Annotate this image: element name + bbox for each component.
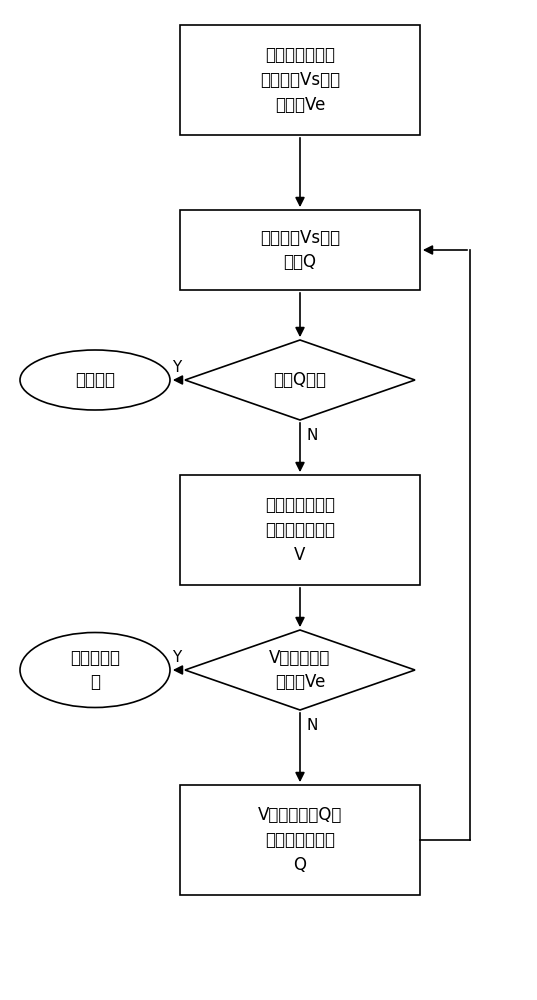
- Text: 搜索结束: 搜索结束: [75, 371, 115, 389]
- Text: 初始化图，输入
起始站点Vs和终
止站点Ve: 初始化图，输入 起始站点Vs和终 止站点Ve: [260, 46, 340, 114]
- Text: Y: Y: [172, 650, 182, 666]
- Text: 起始站点Vs进入
队列Q: 起始站点Vs进入 队列Q: [260, 229, 340, 271]
- Polygon shape: [185, 630, 415, 710]
- Text: 取队列头的相邻
的所有中继站点
V: 取队列头的相邻 的所有中继站点 V: [265, 496, 335, 564]
- Text: N: N: [306, 718, 318, 732]
- Bar: [180, 210, 420, 290]
- Bar: [180, 25, 420, 135]
- Ellipse shape: [20, 350, 170, 410]
- Text: V中不在队列Q中
的站点进入队列
Q: V中不在队列Q中 的站点进入队列 Q: [258, 806, 342, 874]
- Text: 记录可达路
由: 记录可达路 由: [70, 648, 120, 692]
- Ellipse shape: [20, 633, 170, 708]
- Polygon shape: [185, 340, 415, 420]
- Text: V中是否有终
止站点Ve: V中是否有终 止站点Ve: [270, 648, 331, 692]
- Text: 队列Q为空: 队列Q为空: [273, 371, 326, 389]
- Text: N: N: [306, 428, 318, 442]
- Bar: [180, 785, 420, 895]
- Bar: [180, 475, 420, 585]
- Text: Y: Y: [172, 360, 182, 375]
